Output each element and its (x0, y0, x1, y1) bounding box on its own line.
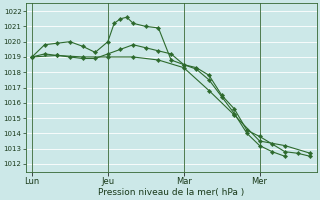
X-axis label: Pression niveau de la mer( hPa ): Pression niveau de la mer( hPa ) (98, 188, 244, 197)
